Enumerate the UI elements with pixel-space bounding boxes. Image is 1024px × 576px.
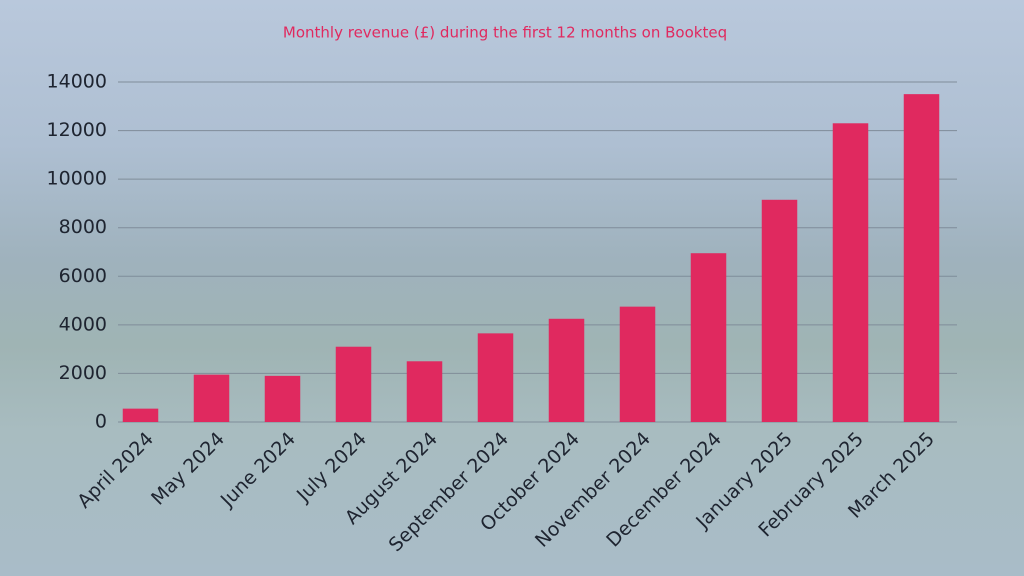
y-tick-label: 4000 — [59, 313, 107, 335]
y-tick-label: 10000 — [47, 168, 107, 190]
y-tick-label: 8000 — [59, 216, 107, 238]
x-tick-label: May 2024 — [147, 428, 229, 510]
x-tick-label: April 2024 — [73, 428, 158, 513]
bar — [619, 306, 656, 422]
y-tick-label: 0 — [95, 411, 107, 433]
y-tick-label: 2000 — [59, 362, 107, 384]
x-tick-label: June 2024 — [216, 428, 300, 512]
y-tick-label: 6000 — [59, 265, 107, 287]
bar — [193, 374, 230, 422]
bar — [832, 123, 869, 423]
bar — [548, 318, 585, 422]
bar — [477, 333, 514, 422]
y-tick-label: 14000 — [47, 71, 107, 93]
bar — [406, 361, 443, 422]
bar — [761, 199, 798, 422]
x-tick-label: September 2024 — [385, 428, 513, 556]
bar — [335, 346, 372, 422]
chart-title: Monthly revenue (£) during the first 12 … — [283, 24, 727, 42]
bar — [264, 375, 301, 422]
y-tick-label: 12000 — [47, 119, 107, 141]
bar — [903, 94, 940, 423]
bar — [690, 253, 727, 422]
bar — [122, 408, 159, 422]
